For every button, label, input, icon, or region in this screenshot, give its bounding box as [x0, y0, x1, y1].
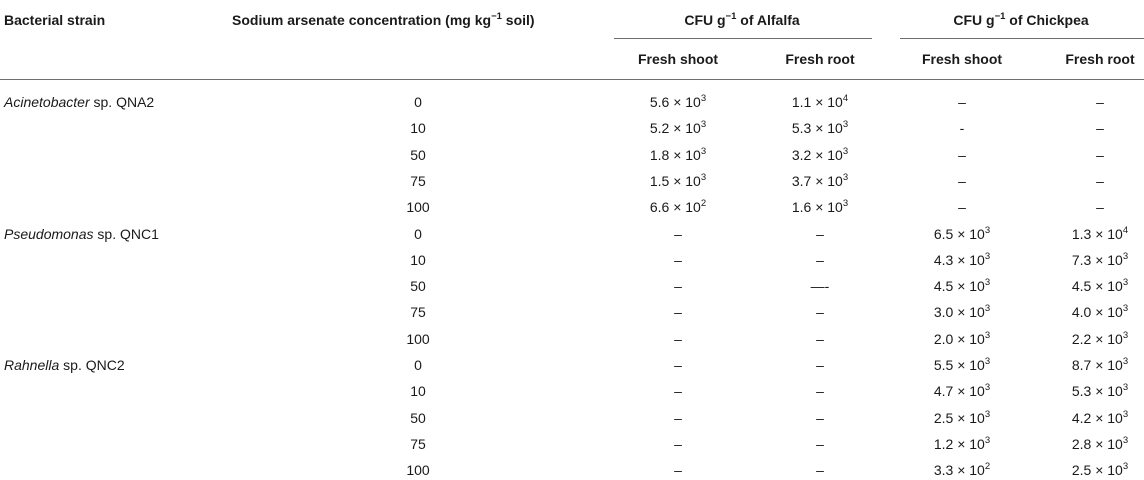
cfu-cell: –	[958, 94, 966, 110]
cfu-cell: 5.6 × 103	[649, 93, 707, 110]
concentration-cell: 100	[406, 199, 430, 215]
strain-name: Pseudomonas sp. QNC1	[4, 226, 159, 242]
cfu-cell: –	[816, 436, 824, 452]
strain-name: Rahnella sp. QNC2	[4, 357, 125, 373]
concentration-cell: 75	[410, 173, 426, 189]
cfu-cell: 4.5 × 103	[1071, 277, 1129, 294]
cfu-cell: –	[674, 436, 682, 452]
concentration-cell: 10	[410, 383, 426, 399]
cfu-cell: 4.5 × 103	[933, 277, 991, 294]
header-cfu-alfalfa: CFU g−1 of Alfalfa	[684, 11, 800, 28]
cfu-cell: –	[958, 147, 966, 163]
cfu-cell: 2.5 × 103	[933, 409, 991, 426]
cfu-cell: 5.3 × 103	[791, 119, 849, 136]
cfu-cell: 2.2 × 103	[1071, 330, 1129, 347]
cfu-cell: –	[1096, 147, 1104, 163]
cfu-cell: –	[816, 304, 824, 320]
cfu-cell: 1.5 × 103	[649, 172, 707, 189]
cfu-cell: 4.2 × 103	[1071, 409, 1129, 426]
cfu-cell: –	[816, 226, 824, 242]
cfu-cell: –	[816, 252, 824, 268]
cfu-cell: –	[674, 304, 682, 320]
cfu-cell: 2.8 × 103	[1071, 435, 1129, 452]
concentration-cell: 50	[410, 278, 426, 294]
header-bacterial-strain: Bacterial strain	[4, 12, 106, 28]
strain-name: Acinetobacter sp. QNA2	[4, 94, 155, 110]
cfu-cell: –	[674, 462, 682, 478]
cfu-cell: –	[674, 357, 682, 373]
cfu-cell: 1.2 × 103	[933, 435, 991, 452]
cfu-cell: –	[958, 199, 966, 215]
cfu-cell: –	[1096, 120, 1104, 136]
header-rule	[0, 79, 1144, 80]
concentration-cell: 10	[410, 120, 426, 136]
cfu-cell: 2.0 × 103	[933, 330, 991, 347]
cfu-cell: –	[816, 383, 824, 399]
cfu-cell: –	[1096, 199, 1104, 215]
cfu-cell: –	[816, 462, 824, 478]
cfu-cell: –	[674, 410, 682, 426]
cfu-cell: –	[674, 252, 682, 268]
cfu-cell: –	[674, 383, 682, 399]
concentration-cell: 100	[406, 331, 430, 347]
cfu-cell: 6.6 × 102	[649, 198, 707, 215]
header-concentration: Sodium arsenate concentration (mg kg−1 s…	[232, 11, 535, 28]
cfu-cell: 3.0 × 103	[933, 303, 991, 320]
concentration-cell: 75	[410, 436, 426, 452]
cfu-cell: 1.1 × 104	[791, 93, 849, 110]
cfu-cell: –	[1096, 94, 1104, 110]
concentration-cell: 100	[406, 462, 430, 478]
cfu-cell: –	[816, 331, 824, 347]
cfu-cell: 6.5 × 103	[933, 225, 991, 242]
concentration-cell: 50	[410, 147, 426, 163]
cfu-cell: –	[816, 410, 824, 426]
header-cfu-chickpea: CFU g−1 of Chickpea	[953, 11, 1089, 28]
group-rule-alfalfa	[614, 38, 872, 39]
cfu-cell: —-	[810, 278, 830, 294]
cfu-cell: 1.8 × 103	[649, 146, 707, 163]
concentration-cell: 10	[410, 252, 426, 268]
cfu-cell: 3.2 × 103	[791, 146, 849, 163]
cfu-cell: 4.0 × 103	[1071, 303, 1129, 320]
cfu-cell: 1.6 × 103	[791, 198, 849, 215]
subheader-alfalfa-fresh-shoot: Fresh shoot	[637, 51, 719, 67]
cfu-cell: -	[959, 120, 965, 136]
subheader-chickpea-fresh-shoot: Fresh shoot	[921, 51, 1003, 67]
subheader-chickpea-fresh-root: Fresh root	[1065, 51, 1135, 67]
cfu-cell: 5.3 × 103	[1071, 382, 1129, 399]
cfu-cell: 2.5 × 103	[1071, 461, 1129, 478]
cfu-cell: –	[674, 331, 682, 347]
cfu-cell: 4.7 × 103	[933, 382, 991, 399]
cfu-cell: –	[816, 357, 824, 373]
cfu-cell: –	[958, 173, 966, 189]
cfu-cell: 8.7 × 103	[1071, 356, 1129, 373]
subheader-alfalfa-fresh-root: Fresh root	[785, 51, 855, 67]
cfu-cell: 3.3 × 102	[933, 461, 991, 478]
cfu-cell: 5.2 × 103	[649, 119, 707, 136]
cfu-cell: 1.3 × 104	[1071, 225, 1129, 242]
cfu-cell: 5.5 × 103	[933, 356, 991, 373]
group-rule-chickpea	[900, 38, 1144, 39]
cfu-cell: –	[674, 226, 682, 242]
concentration-cell: 75	[410, 304, 426, 320]
cfu-cell: 7.3 × 103	[1071, 251, 1129, 268]
concentration-cell: 50	[410, 410, 426, 426]
concentration-cell: 0	[414, 94, 422, 110]
concentration-cell: 0	[414, 357, 422, 373]
cfu-cell: 4.3 × 103	[933, 251, 991, 268]
cfu-cell: 3.7 × 103	[791, 172, 849, 189]
cfu-cell: –	[1096, 173, 1104, 189]
concentration-cell: 0	[414, 226, 422, 242]
cfu-cell: –	[674, 278, 682, 294]
